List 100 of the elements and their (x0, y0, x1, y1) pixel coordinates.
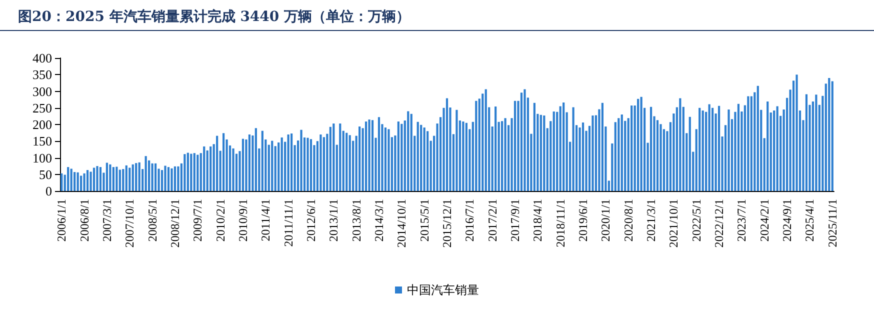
bar (193, 153, 196, 191)
bar (99, 167, 102, 191)
bar (420, 124, 422, 191)
bar (242, 138, 244, 191)
x-tick-label: 2015/12/1 (440, 199, 454, 248)
bar (190, 154, 192, 191)
bar (368, 120, 370, 191)
bar (216, 136, 218, 191)
bar (831, 81, 834, 191)
bar (70, 168, 72, 191)
bar (232, 148, 234, 191)
x-tick-label: 2011/4/1 (258, 199, 273, 242)
bar (122, 169, 124, 191)
bar (660, 124, 662, 191)
bar (322, 137, 325, 191)
x-tick-label: 2021/10/1 (666, 199, 681, 248)
bar (144, 156, 147, 191)
bar (358, 126, 361, 191)
bar (151, 163, 154, 191)
bar (125, 165, 128, 191)
bar (614, 122, 616, 191)
bar (805, 94, 808, 191)
x-tick-label: 2025/11/1 (825, 199, 840, 248)
bar (484, 89, 487, 191)
bar (132, 164, 134, 191)
x-tick-label: 2013/1/1 (326, 199, 341, 242)
bar (332, 124, 335, 191)
bar (708, 104, 710, 191)
bar (290, 133, 293, 191)
bar (378, 117, 380, 191)
chart-title: 图20：2025 年汽车销量累计完成 3440 万辆（单位：万辆） (0, 8, 874, 31)
bar (135, 163, 138, 191)
bar (254, 128, 257, 191)
bar (348, 135, 351, 191)
y-tick-label: 100 (32, 150, 52, 166)
bar (737, 104, 740, 191)
bar (520, 92, 523, 191)
bar (138, 162, 140, 191)
bar (637, 98, 640, 191)
x-tick-label: 2012/6/1 (304, 199, 318, 242)
y-tick-label: 200 (32, 117, 52, 132)
bar (718, 106, 720, 191)
bar (618, 118, 620, 191)
bar (796, 74, 798, 191)
bar (248, 134, 251, 191)
x-tick-label: 2024/9/1 (780, 199, 794, 242)
bar (210, 146, 212, 191)
x-tick-label: 2021/3/1 (644, 199, 658, 242)
bar (371, 120, 374, 191)
bar (96, 166, 98, 191)
x-tick-label: 2007/3/1 (100, 199, 114, 242)
x-tick-label: 2015/5/1 (417, 199, 432, 242)
bar (640, 96, 642, 191)
x-tick-label: 2006/1/1 (54, 199, 69, 242)
bar (184, 154, 186, 191)
bar (533, 102, 536, 191)
bar (650, 106, 652, 191)
bar (287, 134, 290, 191)
bar (407, 111, 410, 191)
bar (524, 89, 526, 191)
bar (167, 167, 170, 191)
bar (90, 172, 92, 191)
x-tick-label: 2024/2/1 (757, 199, 772, 242)
bar (164, 166, 166, 191)
bar (320, 134, 322, 191)
bar (154, 163, 157, 191)
bar (462, 122, 464, 191)
x-tick-label: 2013/8/1 (349, 199, 364, 242)
bar (300, 130, 302, 191)
bar (592, 116, 594, 191)
bar (562, 102, 565, 191)
bar (514, 100, 516, 191)
bar (109, 164, 112, 191)
bar (67, 167, 70, 191)
bar (446, 98, 448, 191)
bar (339, 124, 342, 191)
bar (572, 107, 574, 191)
bar (60, 173, 63, 191)
y-tick-label: 50 (39, 166, 52, 182)
bar (92, 168, 96, 191)
bar (80, 176, 82, 191)
bar (206, 150, 208, 191)
x-tick-label: 2020/1/1 (598, 199, 613, 242)
y-tick-label: 350 (32, 67, 52, 82)
bar (543, 116, 546, 191)
bar (112, 167, 114, 191)
bar (747, 96, 750, 191)
x-tick-label: 2014/3/1 (372, 199, 386, 242)
x-tick-label: 2016/7/1 (462, 199, 477, 242)
bar (222, 133, 225, 191)
bar (416, 122, 419, 191)
x-tick-label: 2018/11/1 (553, 199, 568, 248)
bar (702, 110, 704, 191)
bar (397, 122, 400, 191)
bar (630, 106, 633, 191)
bar (196, 154, 199, 191)
bar (656, 120, 659, 191)
bar (559, 106, 562, 191)
bar (750, 96, 752, 191)
bar (177, 166, 180, 191)
